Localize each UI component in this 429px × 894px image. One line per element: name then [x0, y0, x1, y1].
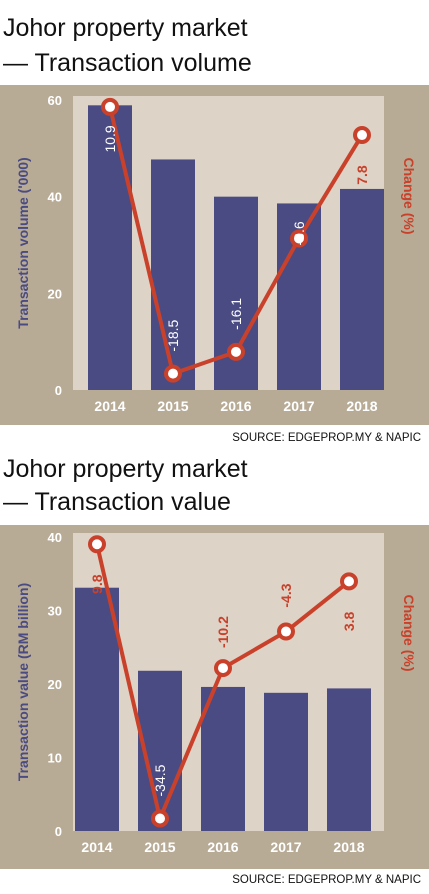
- change-point-2016: [227, 342, 245, 361]
- bar-2016: [214, 196, 258, 390]
- bar-2014: [75, 587, 119, 831]
- y2-axis-label: Change (%): [401, 595, 417, 672]
- y-tick-label: 40: [48, 530, 62, 545]
- bar-2018: [327, 688, 371, 831]
- chart2-panel: 0 10 20 30 40 Transaction value (RM billion) C…: [0, 525, 429, 874]
- x-tick-label: 2018: [346, 398, 377, 414]
- x-tick-label: 2015: [157, 398, 188, 414]
- y-tick-label: 0: [55, 824, 62, 839]
- x-tick-label: 2016: [207, 839, 238, 855]
- y-tick-label: 0: [55, 383, 62, 398]
- bar-2017: [264, 692, 308, 831]
- y-tick-label: 30: [48, 604, 62, 619]
- bar-2018: [340, 188, 384, 390]
- change-label-2018: 3.8: [341, 611, 357, 631]
- y2-axis-label: Change (%): [401, 158, 417, 235]
- change-label-2018: 7.8: [354, 165, 370, 185]
- change-point-2018: [340, 572, 358, 591]
- change-point-2018: [353, 126, 371, 145]
- change-point-2017: [277, 622, 295, 641]
- x-tick-label: 2018: [333, 839, 364, 855]
- y-tick-label: 40: [48, 190, 62, 205]
- change-label-2017: -3.6: [291, 221, 307, 245]
- change-label-2015: -34.5: [152, 764, 168, 796]
- change-label-2017: -4.3: [278, 583, 294, 607]
- x-tick-label: 2017: [270, 839, 301, 855]
- change-point-2014: [101, 97, 119, 116]
- y-tick-label: 20: [48, 677, 62, 692]
- chart2-source: SOURCE: EDGEPROP.MY & NAPIC: [232, 874, 421, 886]
- chart2-svg: 0 10 20 30 40 Transaction value (RM billion) C…: [0, 525, 429, 869]
- bar-2015: [151, 159, 195, 390]
- x-tick-label: 2016: [220, 398, 251, 414]
- change-label-2016: -16.1: [228, 298, 244, 330]
- change-label-2015: -18.5: [165, 319, 181, 351]
- x-tick-label: 2014: [81, 839, 112, 855]
- chart1-title: Johor property market: [3, 14, 248, 42]
- change-point-2015: [164, 364, 182, 383]
- y-axis-label: Transaction volume ('000): [15, 157, 31, 328]
- chart1-source: SOURCE: EDGEPROP.MY & NAPIC: [232, 432, 421, 444]
- bar-2014: [88, 105, 132, 391]
- y-tick-label: 60: [48, 93, 62, 108]
- change-point-2017: [290, 229, 308, 248]
- chart1-panel: 0 20 40 60 Transaction volume ('000) Change (…: [0, 85, 429, 430]
- chart2-title: Johor property market: [3, 455, 248, 483]
- bar-2016: [201, 686, 245, 831]
- change-point-2014: [88, 535, 106, 554]
- change-point-2015: [151, 809, 169, 828]
- chart1-svg: 0 20 40 60 Transaction volume ('000) Change (…: [0, 85, 429, 425]
- y-tick-label: 20: [48, 286, 62, 301]
- x-tick-label: 2014: [94, 398, 125, 414]
- y-tick-label: 10: [48, 751, 62, 766]
- chart1-subtitle: — Transaction volume: [3, 49, 252, 77]
- chart2-subtitle: — Transaction value: [3, 488, 231, 516]
- x-tick-label: 2017: [283, 398, 314, 414]
- x-tick-label: 2015: [144, 839, 175, 855]
- change-label-2014: 9.8: [89, 574, 105, 594]
- y-axis-label: Transaction value (RM billion): [15, 583, 31, 781]
- change-point-2016: [214, 659, 232, 678]
- change-label-2016: -10.2: [215, 616, 231, 648]
- change-label-2014: 10.9: [102, 125, 118, 152]
